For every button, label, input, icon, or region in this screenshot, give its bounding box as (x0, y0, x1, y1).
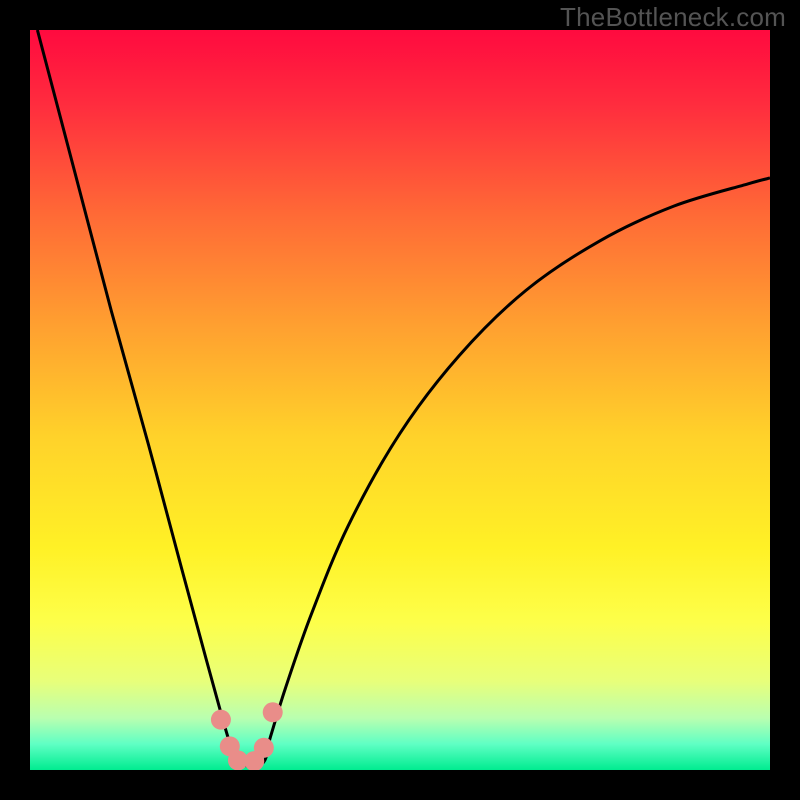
curve-layer (30, 30, 770, 770)
bottleneck-curve (37, 30, 770, 766)
watermark-text: TheBottleneck.com (560, 2, 786, 33)
knee-marker (263, 702, 283, 722)
knee-marker (211, 710, 231, 730)
chart-root: TheBottleneck.com (0, 0, 800, 800)
plot-area (30, 30, 770, 770)
knee-marker (254, 738, 274, 758)
